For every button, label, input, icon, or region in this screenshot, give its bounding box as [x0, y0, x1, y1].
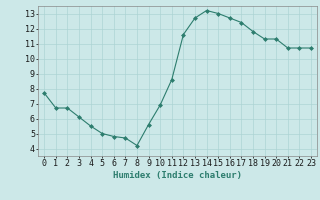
X-axis label: Humidex (Indice chaleur): Humidex (Indice chaleur): [113, 171, 242, 180]
